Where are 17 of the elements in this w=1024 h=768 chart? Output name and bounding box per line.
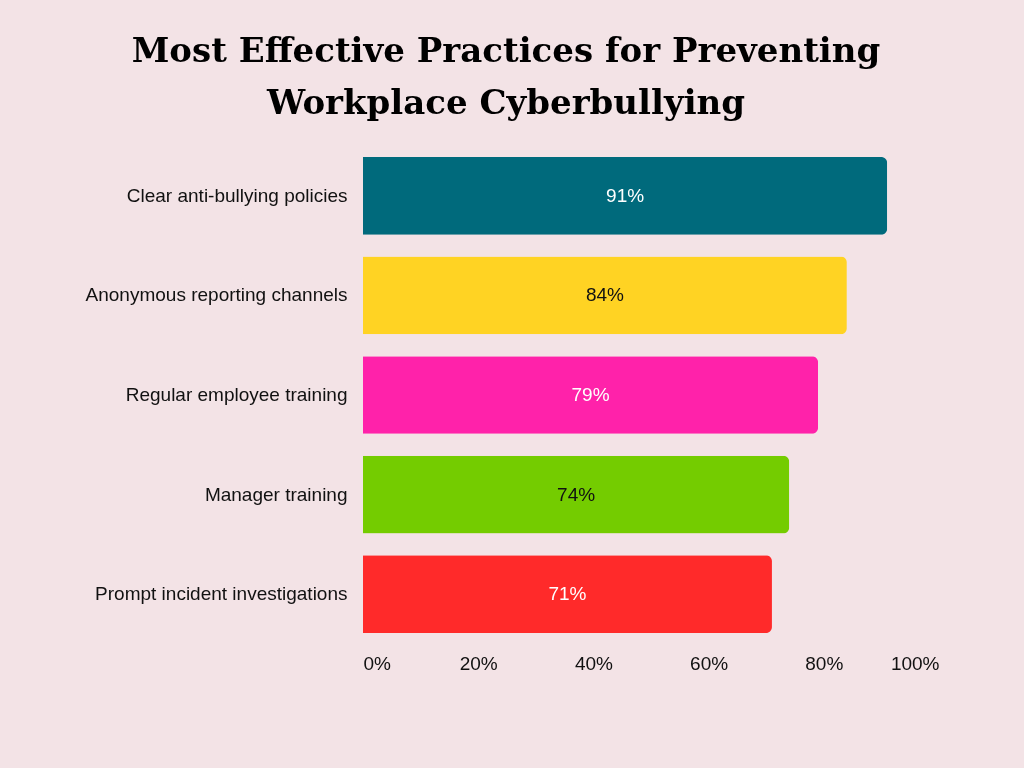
data-label: 71%	[548, 583, 587, 605]
y-tick-label: Clear anti-bullying policies	[126, 184, 348, 206]
chart-title: Most Effective Practices for Preventing Workplace Cyberbullying	[131, 30, 881, 122]
x-tick-label: 80%	[805, 652, 844, 674]
x-tick-label: 60%	[690, 652, 729, 674]
x-tick-label: 40%	[574, 652, 614, 674]
y-tick-label: Anonymous reporting channels	[85, 284, 348, 306]
y-tick-label: Manager training	[204, 483, 348, 505]
data-label: 79%	[571, 384, 610, 405]
x-tick-label: 0%	[363, 652, 392, 674]
data-label: 74%	[557, 483, 596, 505]
data-label: 84%	[585, 284, 625, 306]
x-tick-label: 100%	[890, 652, 940, 674]
data-label: 91%	[606, 184, 645, 206]
y-tick-label: Regular employee training	[125, 384, 348, 405]
y-tick-label: Prompt incident investigations	[95, 583, 348, 605]
x-tick-label: 20%	[459, 652, 498, 674]
